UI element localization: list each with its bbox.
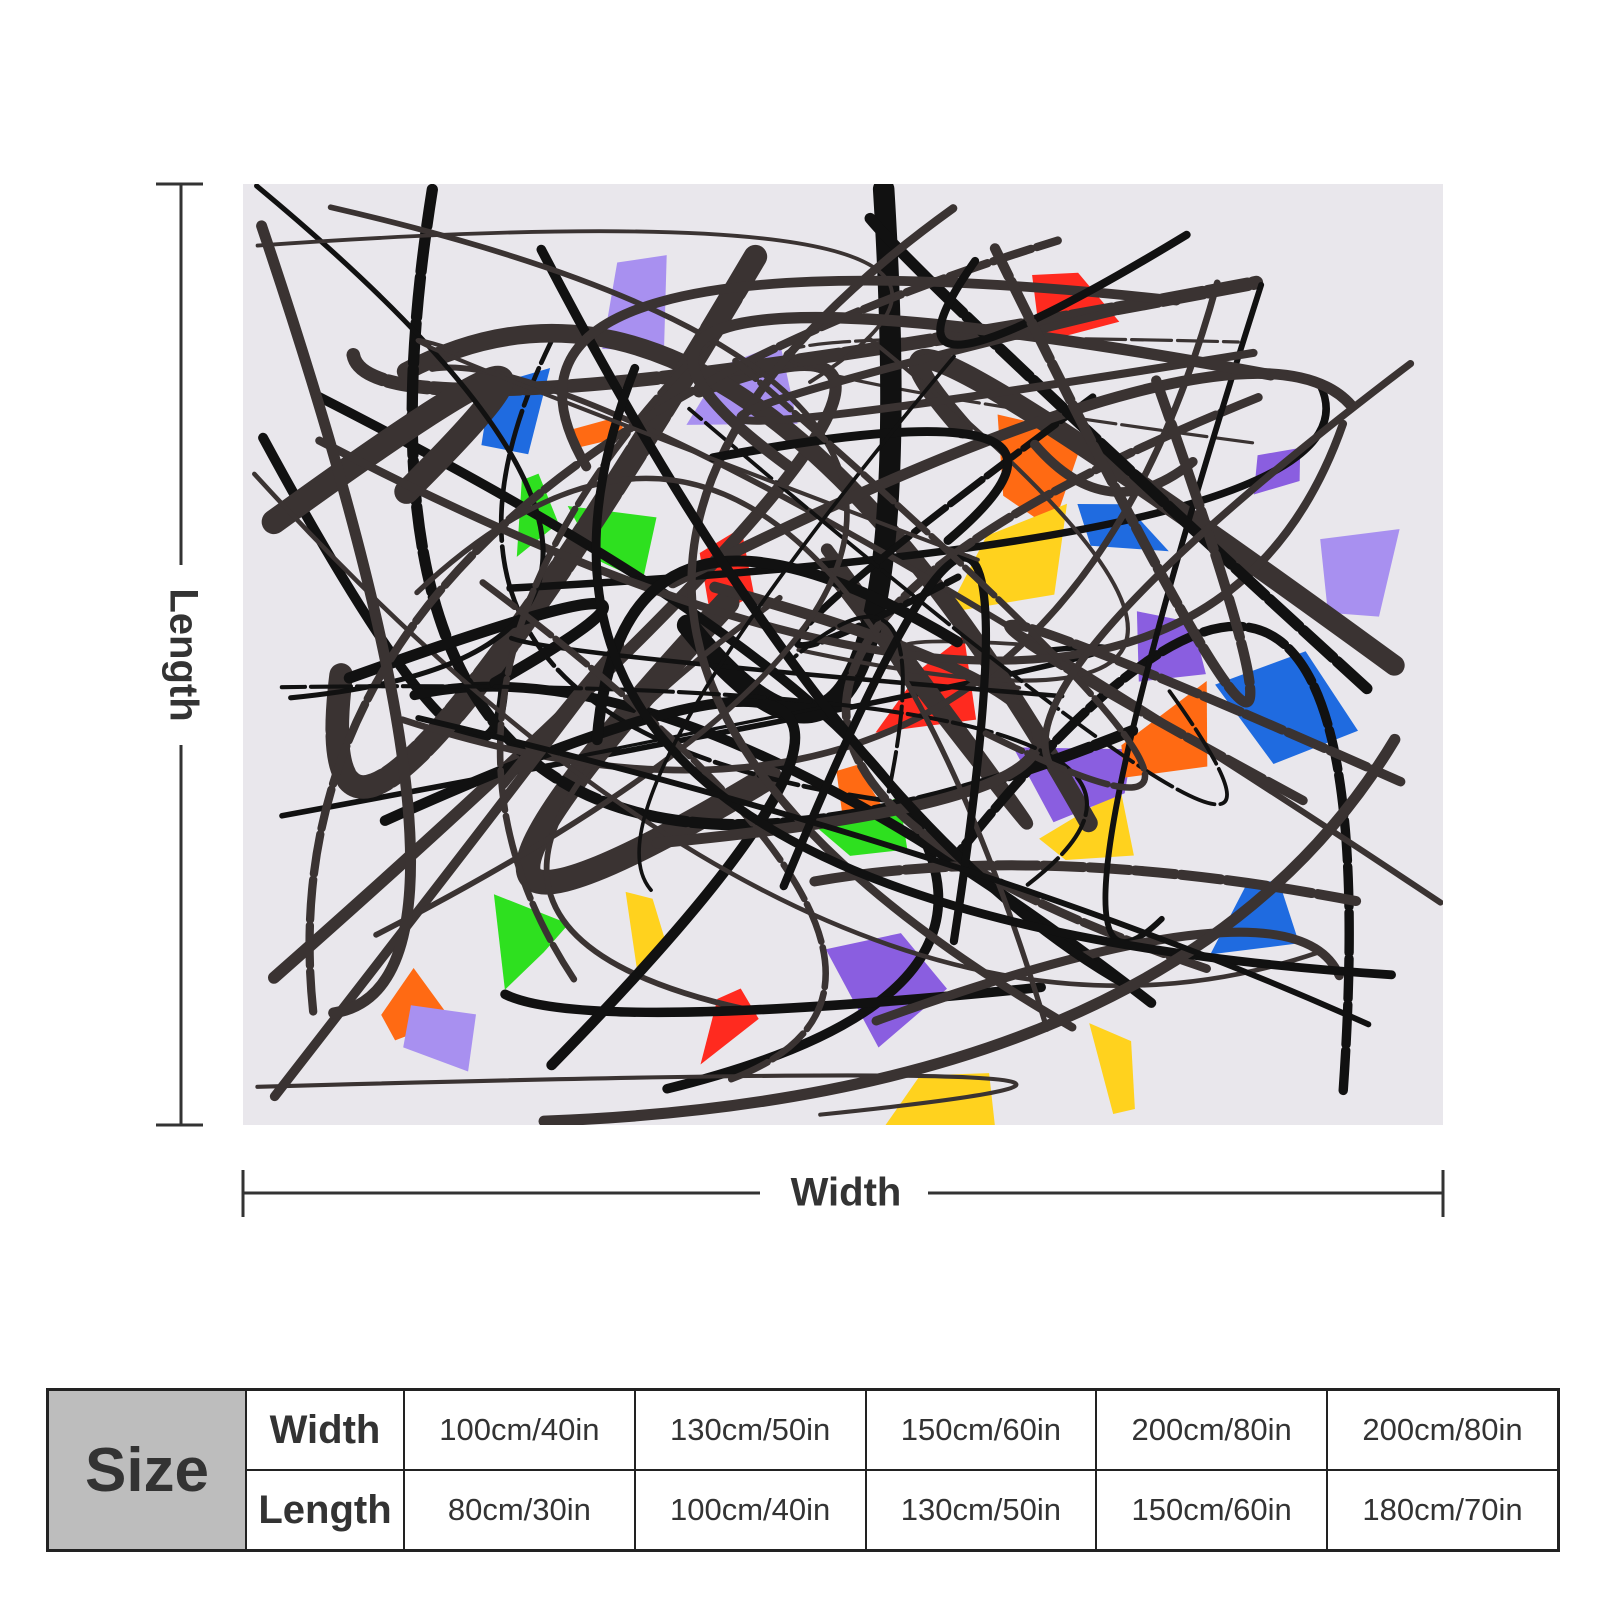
cell: 150cm/60in: [864, 1388, 1098, 1471]
paint-mark: [908, 348, 1405, 676]
paint-mark: [947, 503, 1067, 613]
paint-mark: [862, 210, 1373, 695]
paint-mark: [637, 354, 956, 892]
paint-mark: [687, 311, 1277, 476]
paint-mark: [500, 982, 1046, 1018]
paint-mark: [315, 419, 1348, 665]
paint-mark: [508, 635, 1065, 699]
row-label: Width: [245, 1388, 405, 1471]
paint-mark: [989, 243, 1256, 708]
cell: 100cm/40in: [633, 1469, 867, 1552]
width-label: Width: [791, 1171, 902, 1215]
paint-mark: [256, 220, 417, 1019]
cell: 200cm/80in: [1095, 1388, 1328, 1471]
width-marker: [241, 1170, 1445, 1217]
paint-mark: [1030, 439, 1198, 497]
table-row: Size Width 100cm/40in 130cm/50in 150cm/6…: [46, 1388, 1560, 1552]
paint-mark: [479, 579, 829, 1084]
length-marker: [156, 182, 203, 1127]
paint-mark: [793, 614, 905, 794]
paint-mark: [732, 357, 1149, 791]
table-row: Length 80cm/30in 100cm/40in 130cm/50in 1…: [48, 1469, 1560, 1552]
paint-mark: [736, 307, 1258, 425]
size-table: Size Width 100cm/40in 130cm/50in 150cm/6…: [46, 1388, 1560, 1552]
paint-mark: [254, 184, 546, 701]
paint-mark: [572, 703, 837, 759]
paint-mark: [687, 406, 1229, 807]
paint-mark: [379, 696, 801, 1071]
cell: 180cm/70in: [1326, 1469, 1560, 1552]
cell: 100cm/40in: [403, 1388, 636, 1471]
paint-mark: [871, 927, 1344, 1026]
paint-mark: [1041, 359, 1415, 771]
paint-mark: [261, 365, 514, 535]
paint-mark: [255, 1073, 1019, 1117]
paint-mark: [255, 229, 894, 384]
product-illustration: Length Width: [156, 182, 1445, 1217]
paint-mark: [1004, 619, 1406, 806]
paint-mark: [415, 338, 980, 562]
paint-mark: [936, 230, 1191, 349]
paint-mark: [591, 555, 963, 746]
paint-mark: [493, 894, 569, 990]
length-label: Length: [161, 588, 205, 721]
abstract-painting: [252, 184, 1443, 1125]
paint-mark: [779, 553, 990, 946]
paint-mark: [327, 204, 850, 938]
paint-mark: [415, 715, 1372, 1028]
paint-mark: [687, 204, 1077, 1032]
cell: 130cm/50in: [633, 1388, 867, 1471]
paint-mark: [403, 1005, 476, 1072]
paint-mark: [591, 363, 1396, 980]
cell: 80cm/30in: [403, 1469, 636, 1552]
paint-mark: [538, 733, 1401, 1125]
paint-mark: [1320, 529, 1400, 617]
cell: 200cm/80in: [1326, 1388, 1560, 1471]
paint-mark: [543, 594, 783, 1013]
paint-mark: [841, 393, 1263, 973]
row-label: Length: [245, 1469, 405, 1552]
cell: 130cm/50in: [864, 1469, 1098, 1552]
paint-mark: [667, 367, 1357, 589]
paint-mark: [1089, 1023, 1135, 1114]
cell: 150cm/60in: [1095, 1469, 1328, 1552]
size-header: Size: [46, 1388, 247, 1552]
paint-mark: [708, 427, 1012, 545]
